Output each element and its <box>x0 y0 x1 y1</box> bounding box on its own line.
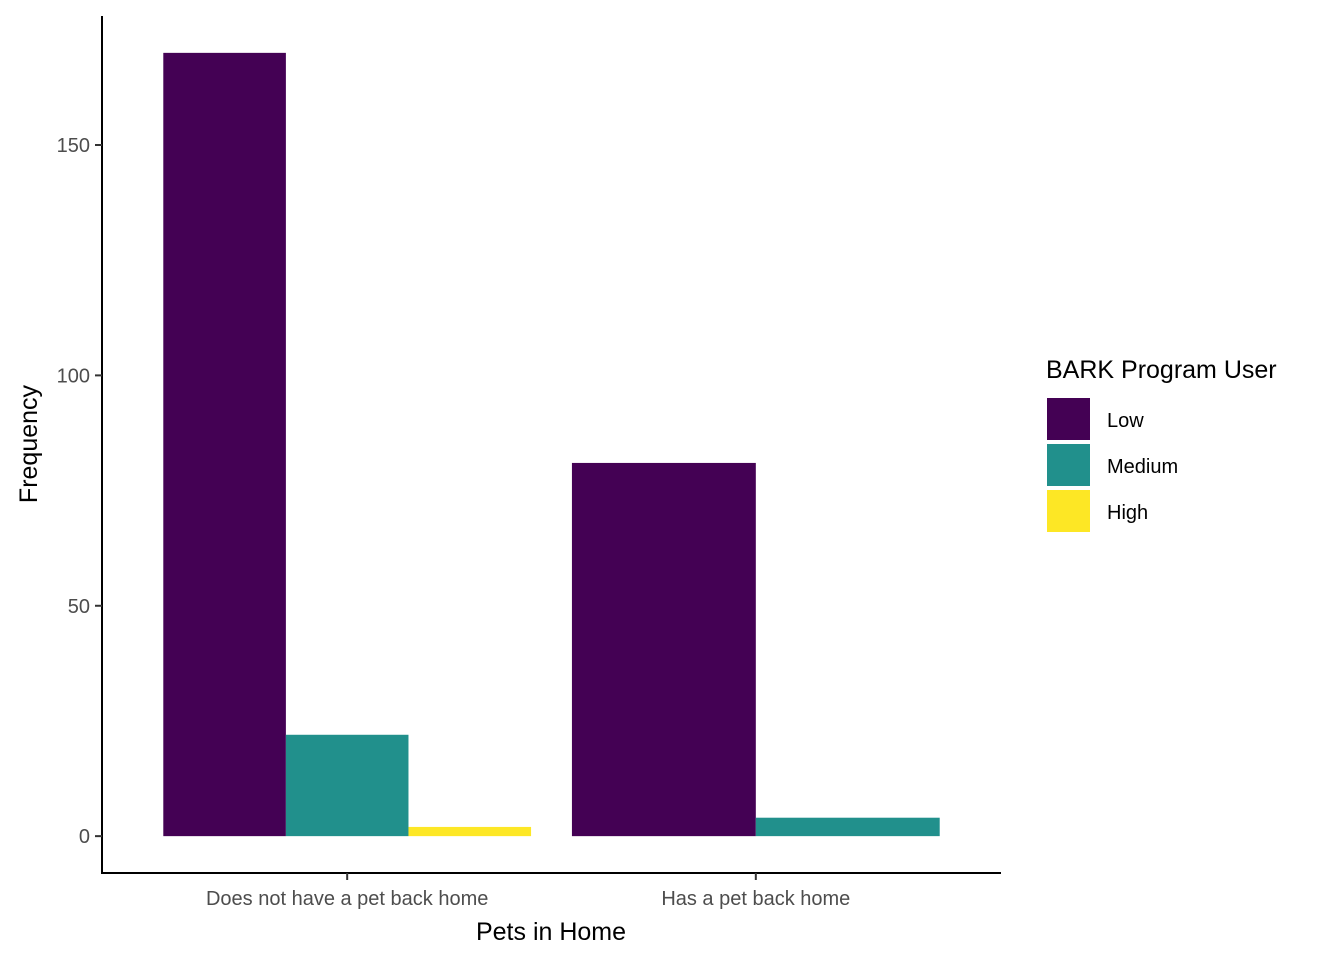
legend-key-medium <box>1047 444 1090 486</box>
y-tick-label: 0 <box>79 826 90 848</box>
legend-label-medium: Medium <box>1107 456 1178 478</box>
y-ticks-group: 0 50 100 150 <box>57 135 102 848</box>
legend-label-low: Low <box>1107 410 1144 432</box>
bar-high-0 <box>408 826 532 837</box>
x-tick-label: Has a pet back home <box>661 888 850 910</box>
bar-low-1 <box>571 462 756 837</box>
y-tick-label: 150 <box>57 135 90 157</box>
legend: BARK Program User Low Medium High <box>1046 356 1277 532</box>
legend-key-high <box>1047 490 1090 532</box>
bar-low-0 <box>163 52 286 837</box>
x-ticks-group: Does not have a pet back home Has a pet b… <box>206 873 850 910</box>
bar-medium-1 <box>755 817 940 837</box>
bars-group <box>163 52 940 837</box>
x-axis-title: Pets in Home <box>476 918 626 946</box>
bar-medium-0 <box>285 734 409 837</box>
y-tick-label: 100 <box>57 365 90 387</box>
y-tick-label: 50 <box>68 596 90 618</box>
y-axis-title: Frequency <box>15 384 43 503</box>
legend-label-high: High <box>1107 502 1148 524</box>
legend-title: BARK Program User <box>1046 356 1277 384</box>
legend-key-low <box>1047 398 1090 440</box>
x-tick-label: Does not have a pet back home <box>206 888 488 910</box>
